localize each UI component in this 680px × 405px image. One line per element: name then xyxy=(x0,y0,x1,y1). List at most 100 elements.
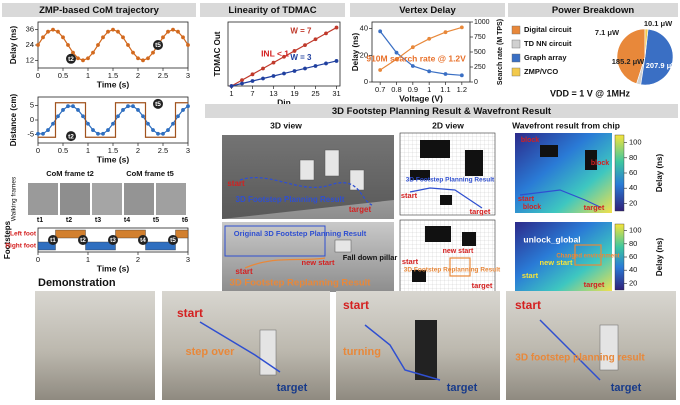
obstacle xyxy=(465,150,483,176)
data-point xyxy=(121,35,125,39)
photo-annotation: 3D footstep planning result xyxy=(515,353,645,364)
x-tick-label: 0.7 xyxy=(375,85,385,94)
data-point xyxy=(91,128,95,132)
data-point xyxy=(378,68,382,72)
map-annotation: target xyxy=(470,207,491,216)
block xyxy=(325,150,339,176)
colorbar-label: Delay (ns) xyxy=(655,154,664,193)
photo-annotation: turning xyxy=(343,346,381,358)
legend-label: ZMP/VCO xyxy=(524,67,558,76)
map-annotation: 3D Footstep Replanning Result xyxy=(404,267,501,274)
map-annotation: Fall down pillar xyxy=(343,253,398,262)
legend-label: Digital circuit xyxy=(524,25,572,34)
page: ZMP-based CoM trajectory00.511.522.53Tim… xyxy=(0,0,680,405)
data-point xyxy=(181,108,185,112)
data-point xyxy=(444,30,448,34)
frame-tick: t2 xyxy=(66,217,72,224)
map-annotation: target xyxy=(584,280,605,289)
data-point xyxy=(131,104,135,108)
x-tick-label: 0 xyxy=(36,146,40,155)
time-marker-label: t5 xyxy=(170,237,176,244)
data-point xyxy=(86,56,90,60)
x-tick-label: 2.5 xyxy=(158,146,168,155)
x-tick-label: 19 xyxy=(290,89,298,98)
x-tick-label: 3 xyxy=(186,255,190,264)
data-point xyxy=(146,122,150,126)
walking-photos xyxy=(28,183,186,215)
data-point xyxy=(166,128,170,132)
time-marker-label: t5 xyxy=(155,101,161,108)
data-point xyxy=(444,72,448,76)
colorbar-tick-label: 60 xyxy=(629,168,637,177)
walking-label: Walking frames xyxy=(11,176,18,221)
photo xyxy=(60,183,90,215)
colorbar-tick-label: 60 xyxy=(629,252,637,261)
colorbar-tick-label: 20 xyxy=(629,198,637,207)
y-tick-label: 12 xyxy=(26,55,34,64)
y2-tick-label: 250 xyxy=(474,64,486,71)
data-point xyxy=(261,67,265,71)
subtitle: VDD = 1 V @ 1MHz xyxy=(550,88,631,98)
data-point xyxy=(335,59,339,63)
data-point xyxy=(76,56,80,60)
map-annotation: 3D Footstep Replanning Result xyxy=(230,278,372,289)
data-point xyxy=(314,64,318,68)
data-point xyxy=(126,104,130,108)
colorbar xyxy=(615,135,624,211)
x-tick-label: 2 xyxy=(136,255,140,264)
data-point xyxy=(151,51,155,55)
frame-tick: t6 xyxy=(182,217,188,224)
colorbar-tick-label: 100 xyxy=(629,226,642,235)
data-point xyxy=(460,26,464,30)
data-point xyxy=(324,32,328,36)
data-point xyxy=(176,114,180,118)
data-point xyxy=(111,28,115,32)
data-point xyxy=(126,43,130,47)
data-point xyxy=(136,108,140,112)
data-point xyxy=(116,30,120,34)
photo-annotation: target xyxy=(277,382,308,394)
legend-swatch xyxy=(512,68,520,76)
data-point xyxy=(111,122,115,126)
photo-annotation: step over xyxy=(186,346,236,358)
data-point xyxy=(56,30,60,34)
y-tick-label: -5 xyxy=(27,129,34,138)
value-label: 207.9 μW xyxy=(646,61,679,70)
time-marker-label: t4 xyxy=(140,237,146,244)
x-tick-label: 1 xyxy=(229,89,233,98)
map-annotation: target xyxy=(472,281,493,290)
data-point xyxy=(251,79,255,83)
data-point xyxy=(166,30,170,34)
y-tick-label: 5 xyxy=(30,101,34,110)
data-point xyxy=(460,73,464,77)
data-point xyxy=(106,128,110,132)
map-annotation: new start xyxy=(302,258,335,267)
block xyxy=(300,160,314,180)
y2-tick-label: 750 xyxy=(474,34,486,41)
obstacle xyxy=(462,232,476,246)
time-marker-label: t2 xyxy=(68,56,74,63)
block xyxy=(350,170,364,190)
obstacle xyxy=(440,195,452,205)
obstacle xyxy=(425,226,451,242)
data-point xyxy=(141,114,145,118)
photo xyxy=(156,183,186,215)
panel-title: ZMP-based CoM trajectory xyxy=(39,5,160,16)
map-annotation: block xyxy=(521,137,539,144)
data-point xyxy=(66,43,70,47)
data-point xyxy=(156,132,160,136)
x-tick-label: 25 xyxy=(311,89,319,98)
photo-annotation: start xyxy=(177,306,203,320)
time-marker-label: t2 xyxy=(68,133,74,140)
column-title: 3D view xyxy=(270,120,302,130)
data-point xyxy=(240,78,244,82)
data-point xyxy=(151,128,155,132)
value-label: 10.1 μW xyxy=(644,19,673,28)
data-point xyxy=(81,114,85,118)
data-point xyxy=(36,132,40,136)
data-point xyxy=(41,132,45,136)
data-point xyxy=(411,64,415,68)
x-tick-label: 31 xyxy=(332,89,340,98)
pillar xyxy=(415,320,437,380)
block xyxy=(540,145,558,157)
